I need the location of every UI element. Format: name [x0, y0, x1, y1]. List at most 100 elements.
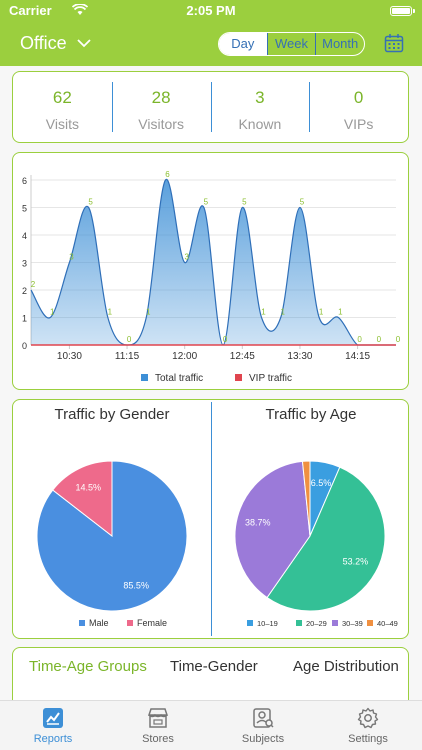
y-tick-label: 1: [22, 314, 27, 324]
legend-swatch: [367, 620, 373, 626]
pie-slice-label: 14.5%: [75, 483, 101, 493]
data-label: 1: [108, 308, 113, 317]
pie-slice-label: 85.5%: [123, 580, 149, 590]
tab-time-gender[interactable]: Time-Gender: [170, 658, 258, 675]
data-label: 5: [204, 198, 209, 207]
data-label: 1: [338, 308, 343, 317]
gender-pie-panel: Traffic by Gender 85.5% 14.5% Male Female: [13, 400, 211, 640]
stat-value: 3: [255, 88, 265, 107]
age-pie-chart: 6.5% 53.2% 38.7% 10–19 20–29 30–39 40–49: [234, 460, 398, 628]
x-tick-label: 11:15: [115, 351, 140, 362]
traffic-chart: 0 1 2 3 4 5 6 10:30 11:15 12:00 12:45 13:30 14:15 2 1 3…: [22, 170, 401, 384]
pie-slice: [301, 460, 311, 537]
store-icon: [147, 708, 169, 728]
legend-swatch: [127, 620, 133, 626]
stat-label: Visitors: [138, 116, 184, 132]
legend-label: Female: [137, 618, 167, 628]
legend-swatch: [235, 374, 242, 381]
data-label: 5: [300, 198, 305, 207]
status-bar: Carrier 2:05 PM: [0, 0, 422, 22]
period-segmented-control: Day Week Month: [218, 32, 365, 56]
data-label: 1: [146, 308, 151, 317]
legend-swatch: [247, 620, 253, 626]
stat-visits[interactable]: 62 Visits: [13, 72, 112, 142]
legend-label: 30–39: [342, 619, 363, 628]
tabbar-stores[interactable]: Stores: [118, 707, 198, 745]
legend-label: 20–29: [306, 619, 327, 628]
pie-slice: [234, 460, 311, 599]
data-label: 0: [357, 335, 362, 344]
x-tick-label: 10:30: [57, 351, 82, 362]
nav-bar: Office Day Week Month: [0, 22, 422, 66]
legend-label: 10–19: [257, 619, 278, 628]
wifi-icon: [72, 4, 88, 15]
gender-pie-chart: 85.5% 14.5% Male Female: [36, 460, 188, 628]
gear-icon: [357, 707, 379, 729]
data-label: 0: [377, 335, 382, 344]
battery-icon: [390, 6, 415, 16]
pie-slice-label: 53.2%: [343, 556, 369, 566]
stat-visitors[interactable]: 28 Visitors: [111, 72, 211, 142]
total-traffic-area: [31, 179, 396, 345]
data-label: 1: [319, 308, 324, 317]
stat-label: VIPs: [343, 116, 374, 132]
carrier-label: Carrier: [9, 3, 52, 18]
legend-label: Male: [89, 618, 109, 628]
stat-known[interactable]: 3 Known: [210, 72, 310, 142]
location-title: Office: [20, 33, 67, 53]
data-label: 1: [50, 308, 55, 317]
traffic-chart-card: 0 1 2 3 4 5 6 10:30 11:15 12:00 12:45 13:30 14:15 2 1 3…: [12, 152, 409, 390]
stats-card: 62 Visits 28 Visitors 3 Known 0 VIPs: [12, 71, 409, 143]
tabbar-settings[interactable]: Settings: [328, 707, 408, 745]
legend-label: 40–49: [377, 619, 398, 628]
age-pie-title: Traffic by Age: [265, 406, 357, 423]
pie-divider: [211, 402, 212, 636]
y-tick-label: 5: [22, 204, 27, 214]
stat-value: 0: [353, 88, 364, 107]
pie-slice-label: 38.7%: [245, 517, 271, 527]
gender-pie-title: Traffic by Gender: [54, 406, 170, 423]
stat-vips[interactable]: 0 VIPs: [309, 72, 408, 142]
segment-week[interactable]: Week: [266, 33, 316, 55]
segment-day[interactable]: Day: [219, 33, 267, 55]
total-traffic-line: [30, 179, 396, 346]
stat-value: 28: [151, 88, 171, 107]
y-tick-label: 6: [22, 176, 27, 186]
data-label: 2: [31, 280, 36, 289]
tab-time-age-groups[interactable]: Time-Age Groups: [29, 658, 147, 675]
legend-swatch: [141, 374, 148, 381]
x-tick-label: 14:15: [345, 351, 370, 362]
data-label: 0: [396, 335, 401, 344]
data-label: 1: [261, 308, 266, 317]
tab-age-distribution[interactable]: Age Distribution: [293, 658, 399, 675]
clock: 2:05 PM: [186, 3, 236, 18]
x-tick-label: 13:30: [287, 351, 312, 362]
location-selector[interactable]: Office: [20, 33, 91, 54]
legend-swatch: [79, 620, 85, 626]
pie-slice-label: 6.5%: [311, 478, 332, 488]
stat-label: Known: [238, 116, 282, 132]
chart-icon: [43, 708, 63, 728]
stat-value: 62: [52, 88, 72, 107]
calendar-icon[interactable]: [384, 33, 404, 53]
tabbar-label: Reports: [33, 733, 73, 745]
y-tick-label: 2: [22, 286, 27, 296]
tabbar-reports[interactable]: Reports: [13, 707, 93, 745]
tabbar-subjects[interactable]: Subjects: [223, 707, 303, 745]
data-label: 0: [223, 335, 228, 344]
x-tick-label: 12:00: [172, 351, 197, 362]
data-label: 5: [88, 198, 93, 207]
stat-label: Visits: [45, 116, 79, 132]
legend-swatch: [296, 620, 302, 626]
data-label: 5: [242, 198, 247, 207]
y-tick-label: 4: [22, 231, 27, 241]
subjects-icon: [253, 708, 274, 728]
legend-swatch: [332, 620, 338, 626]
segment-month[interactable]: Month: [315, 33, 364, 55]
data-label: 3: [184, 253, 189, 262]
tabbar-label: Stores: [142, 733, 174, 745]
chevron-down-icon: [77, 39, 91, 48]
legend-label: VIP traffic: [249, 373, 292, 384]
tabbar-label: Subjects: [241, 733, 285, 745]
pie-slice: [52, 460, 113, 538]
